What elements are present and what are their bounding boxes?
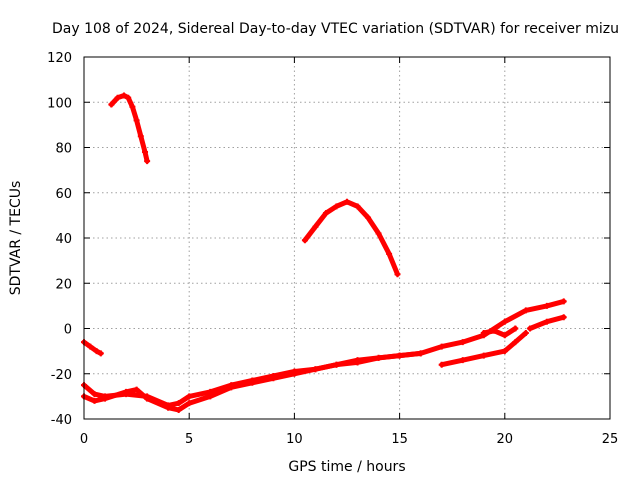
data-point: [354, 203, 361, 210]
data-point: [142, 149, 149, 156]
data-point: [394, 271, 401, 278]
grid-lines: [84, 57, 610, 419]
data-point: [491, 327, 498, 334]
data-point: [365, 214, 372, 221]
y-tick-label: 120: [47, 51, 72, 66]
data-point: [186, 393, 193, 400]
data-point: [165, 404, 172, 411]
data-point: [125, 94, 132, 101]
data-point: [560, 314, 567, 321]
y-tick-label: 60: [55, 187, 72, 202]
y-tick-label: 80: [55, 142, 72, 157]
data-point: [501, 318, 508, 325]
x-tick-label: 5: [185, 432, 193, 447]
y-axis-label: SDTVAR / TECUs: [8, 181, 24, 296]
x-tick-label: 10: [286, 432, 303, 447]
data-point: [207, 393, 214, 400]
data-point: [438, 361, 445, 368]
y-tick-label: -20: [51, 368, 72, 383]
data-point: [354, 359, 361, 366]
data-point: [512, 339, 519, 346]
data-point: [560, 298, 567, 305]
data-point: [480, 330, 487, 337]
data-point: [322, 210, 329, 217]
data-point: [312, 366, 319, 373]
x-tick-label: 25: [602, 432, 619, 447]
data-point: [186, 400, 193, 407]
data-point: [228, 384, 235, 391]
data-point: [522, 307, 529, 314]
data-point: [93, 348, 100, 355]
data-point: [120, 92, 127, 99]
data-point: [144, 158, 151, 165]
data-point: [249, 379, 256, 386]
x-tick-label: 0: [80, 432, 88, 447]
series-arc-evening-mid: [481, 326, 518, 338]
data-point: [501, 332, 508, 339]
data-point: [386, 250, 393, 257]
x-tick-label: 20: [497, 432, 514, 447]
y-tick-label: 40: [55, 232, 72, 247]
data-point: [144, 395, 151, 402]
data-point: [175, 406, 182, 413]
data-point: [417, 350, 424, 357]
data-point: [87, 343, 94, 350]
data-point: [459, 339, 466, 346]
data-point: [333, 361, 340, 368]
x-tick-label: 15: [391, 432, 408, 447]
data-point: [543, 302, 550, 309]
y-tick-label: 0: [64, 323, 72, 338]
data-point: [175, 400, 182, 407]
data-point: [344, 198, 350, 205]
data-point: [301, 237, 308, 244]
data-point: [522, 330, 529, 337]
data-point: [114, 94, 121, 101]
data-point: [123, 388, 130, 395]
data-point: [133, 386, 140, 393]
series-arc-early-high: [108, 93, 150, 164]
data-point: [480, 352, 487, 359]
y-tick-label: -40: [51, 413, 72, 428]
data-point: [108, 101, 115, 108]
data-point: [396, 352, 403, 359]
data-point: [91, 391, 98, 398]
data-point: [312, 223, 319, 230]
series-arc-evening-lower: [439, 330, 529, 368]
data-point: [102, 395, 109, 402]
data-point: [129, 103, 136, 110]
data-point: [333, 203, 340, 210]
data-point: [270, 375, 277, 382]
y-tick-label: 20: [55, 277, 72, 292]
data-point: [91, 397, 98, 404]
data-point: [291, 370, 298, 377]
data-point: [512, 325, 519, 332]
data-point: [438, 343, 445, 350]
series-arc-dawn-fragment: [81, 339, 104, 356]
x-axis-label: GPS time / hours: [288, 459, 405, 475]
data-point: [459, 357, 466, 364]
chart-title: Day 108 of 2024, Sidereal Day-to-day VTE…: [52, 21, 619, 37]
axis-ticks: 0 5 10 15 20 25 -40 -20 0 20 40 60 80 100 120: [47, 51, 618, 447]
data-point: [375, 230, 382, 237]
data-point: [527, 325, 534, 332]
data-point: [543, 318, 550, 325]
data-point: [501, 348, 508, 355]
data-point: [137, 133, 144, 140]
data-point: [133, 117, 140, 124]
series-arc-midday-hump: [302, 199, 400, 277]
data-series: [81, 92, 567, 413]
data-point: [97, 350, 104, 357]
data-point: [375, 354, 382, 361]
y-tick-label: 100: [47, 96, 72, 111]
